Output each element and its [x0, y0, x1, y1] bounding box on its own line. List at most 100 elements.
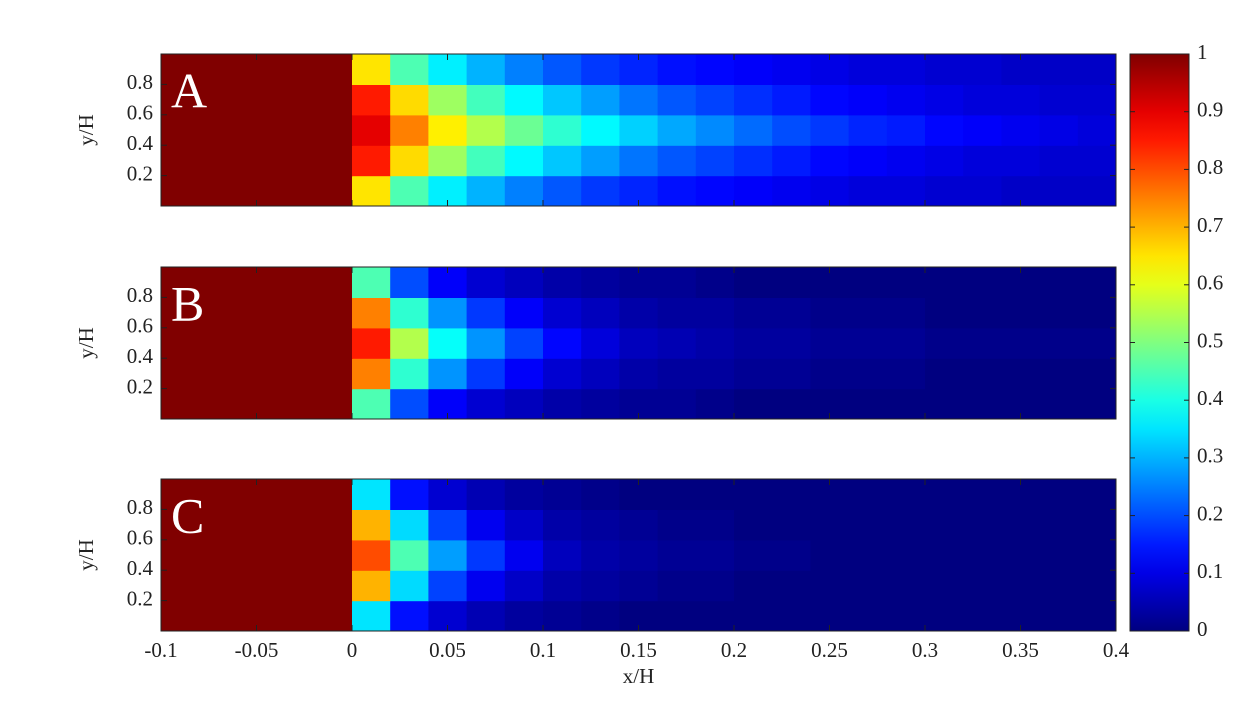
- x-tick-label: 0.2: [721, 638, 747, 662]
- contour-cell: [390, 297, 429, 329]
- contour-cell: [886, 509, 926, 541]
- contour-cell: [695, 570, 735, 602]
- contour-cell: [313, 54, 353, 85]
- contour-cell: [504, 509, 544, 541]
- contour-cell: [619, 358, 659, 390]
- y-tick-label: 0.6: [127, 101, 153, 125]
- contour-cell: [925, 539, 964, 571]
- contour-cell: [199, 267, 238, 298]
- panel-label: C: [171, 487, 204, 543]
- contour-cell: [925, 114, 964, 146]
- contour-cell: [199, 54, 238, 85]
- contour-cell: [1039, 327, 1079, 359]
- contour-cell: [772, 54, 811, 85]
- contour-cell: [963, 539, 1002, 571]
- contour-cell: [466, 539, 506, 571]
- contour-cell: [581, 145, 620, 177]
- contour-cell: [1039, 267, 1079, 298]
- contour-cell: [161, 267, 200, 298]
- contour-cell: [1077, 297, 1116, 329]
- contour-cell: [925, 84, 964, 116]
- contour-cell: [695, 600, 735, 631]
- contour-cell: [581, 479, 620, 510]
- contour-cell: [848, 479, 888, 510]
- contour-cell: [810, 114, 850, 146]
- contour-cell: [313, 175, 353, 206]
- contour-cell: [695, 114, 735, 146]
- contour-cell: [581, 388, 620, 419]
- contour-cell: [1077, 539, 1116, 571]
- contour-cell: [237, 84, 277, 116]
- contour-cell: [1001, 114, 1041, 146]
- contour-field: [161, 267, 1116, 419]
- y-tick-label: 0.2: [127, 374, 153, 398]
- contour-cell: [925, 600, 964, 631]
- contour-cell: [619, 84, 659, 116]
- contour-cell: [963, 509, 1002, 541]
- contour-cell: [1039, 358, 1079, 390]
- contour-cell: [772, 479, 811, 510]
- contour-cell: [810, 84, 850, 116]
- contour-cell: [275, 267, 315, 298]
- contour-cell: [428, 509, 468, 541]
- contour-cell: [657, 175, 697, 206]
- x-tick-label: 0.25: [811, 638, 848, 662]
- contour-cell: [352, 54, 391, 85]
- contour-cell: [313, 84, 353, 116]
- contour-cell: [657, 297, 697, 329]
- contour-cell: [581, 509, 620, 541]
- contour-cell: [657, 388, 697, 419]
- contour-cell: [504, 600, 544, 631]
- colorbar-tick-label: 0.4: [1197, 386, 1224, 410]
- contour-cell: [581, 54, 620, 85]
- contour-cell: [848, 327, 888, 359]
- contour-cell: [466, 479, 506, 510]
- contour-cell: [1077, 54, 1116, 85]
- contour-cell: [619, 297, 659, 329]
- contour-cell: [657, 145, 697, 177]
- colorbar-tick-label: 0.2: [1197, 501, 1223, 525]
- contour-cell: [313, 358, 353, 390]
- contour-cell: [313, 327, 353, 359]
- contour-cell: [466, 570, 506, 602]
- contour-cell: [1039, 84, 1079, 116]
- contour-cell: [734, 539, 773, 571]
- contour-cell: [1077, 570, 1116, 602]
- contour-cell: [1077, 175, 1116, 206]
- contour-cell: [619, 327, 659, 359]
- contour-cell: [352, 267, 391, 298]
- contour-cell: [543, 479, 582, 510]
- contour-cell: [313, 570, 353, 602]
- contour-cell: [734, 175, 773, 206]
- contour-cell: [1039, 509, 1079, 541]
- contour-cell: [466, 54, 506, 85]
- x-tick-label: 0.4: [1103, 638, 1130, 662]
- colorbar: [1129, 53, 1190, 632]
- contour-cell: [543, 509, 582, 541]
- contour-cell: [504, 297, 544, 329]
- contour-cell: [581, 114, 620, 146]
- contour-cell: [925, 327, 964, 359]
- contour-cell: [352, 570, 391, 602]
- contour-cell: [695, 327, 735, 359]
- contour-cell: [313, 114, 353, 146]
- contour-cell: [390, 54, 429, 85]
- y-tick-label: 0.6: [127, 526, 153, 550]
- contour-cell: [543, 570, 582, 602]
- contour-cell: [657, 114, 697, 146]
- contour-cell: [161, 114, 200, 146]
- contour-cell: [848, 145, 888, 177]
- contour-cell: [848, 54, 888, 85]
- contour-cell: [466, 267, 506, 298]
- contour-cell: [237, 539, 277, 571]
- contour-cell: [963, 145, 1002, 177]
- contour-cell: [275, 297, 315, 329]
- contour-cell: [275, 114, 315, 146]
- contour-cell: [1077, 509, 1116, 541]
- contour-cell: [504, 327, 544, 359]
- contour-cell: [504, 570, 544, 602]
- contour-cell: [848, 388, 888, 419]
- contour-cell: [275, 175, 315, 206]
- contour-cell: [657, 54, 697, 85]
- contour-cell: [543, 388, 582, 419]
